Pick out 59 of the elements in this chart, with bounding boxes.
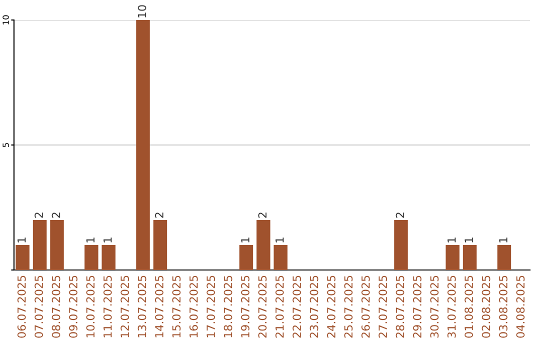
data-label: 1 (104, 238, 112, 242)
x-tick-label: 15.07.2025 (172, 276, 181, 338)
x-tick-label: 16.07.2025 (189, 276, 198, 338)
x-tick-label: 03.08.2025 (499, 276, 508, 338)
data-label: 1 (499, 238, 508, 242)
bar (497, 245, 512, 270)
bar (50, 220, 64, 270)
bar (84, 245, 98, 270)
x-tick-label: 10.07.2025 (86, 276, 95, 338)
x-tick-label: 25.07.2025 (344, 276, 353, 338)
data-label: 2 (155, 212, 164, 218)
x-tick-label: 21.07.2025 (275, 276, 284, 338)
x-tick-label: 12.07.2025 (120, 276, 130, 338)
x-tick-label: 29.07.2025 (413, 276, 422, 338)
data-label: 2 (34, 212, 43, 218)
x-tick-label: 14.07.2025 (155, 276, 164, 338)
x-tick-label: 24.07.2025 (327, 276, 336, 338)
data-label: 1 (448, 238, 456, 242)
bar (16, 245, 30, 270)
bar (102, 245, 116, 270)
x-tick-label: 28.07.2025 (396, 276, 404, 338)
x-tick-label: 19.07.2025 (241, 276, 250, 338)
bar (256, 220, 270, 270)
x-tick-label: 31.07.2025 (447, 276, 456, 338)
x-tick-label: 26.07.2025 (361, 276, 370, 338)
x-tick-label: 17.07.2025 (206, 276, 216, 338)
x-tick-label: 30.07.2025 (430, 276, 439, 338)
x-tick-label: 09.07.2025 (69, 276, 78, 338)
bar (32, 220, 47, 270)
x-tick-label: 06.07.2025 (17, 276, 26, 338)
x-tick-label: 01.08.2025 (464, 276, 474, 338)
x-tick-label: 11.07.2025 (103, 276, 112, 338)
bar (153, 220, 168, 270)
bar (462, 245, 477, 270)
data-label: 10 (138, 5, 146, 18)
data-label: 1 (18, 238, 26, 242)
data-label: 1 (241, 238, 250, 242)
x-tick-label: 04.08.2025 (516, 276, 525, 338)
x-tick-label: 18.07.2025 (224, 276, 232, 338)
x-tick-label: 08.07.2025 (52, 276, 60, 338)
data-label: 1 (276, 238, 284, 242)
data-label: 1 (464, 238, 473, 242)
bar (446, 245, 460, 270)
x-tick-label: 23.07.2025 (310, 276, 318, 338)
bar (136, 20, 150, 270)
x-tick-label: 07.07.2025 (34, 276, 44, 338)
x-tick-label: 22.07.2025 (292, 276, 302, 338)
y-tick-label: 5 (2, 143, 9, 148)
bar (239, 245, 254, 270)
bar (394, 220, 408, 270)
data-label: 2 (258, 212, 266, 218)
data-label: 2 (396, 212, 404, 218)
x-tick-label: 20.07.2025 (258, 276, 267, 338)
x-tick-label: 13.07.2025 (138, 276, 146, 338)
x-tick-label: 02.08.2025 (482, 276, 490, 338)
data-label: 1 (86, 238, 94, 242)
bar (274, 245, 288, 270)
x-tick-label: 27.07.2025 (378, 276, 388, 338)
data-label: 2 (52, 212, 60, 218)
